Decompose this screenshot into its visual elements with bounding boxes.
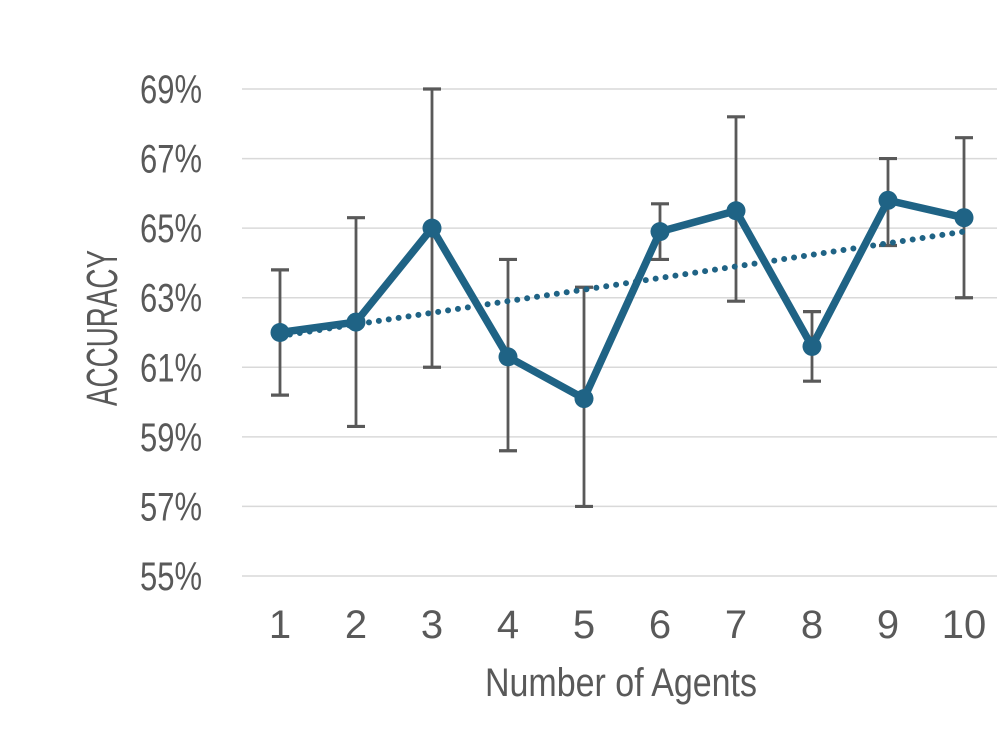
data-point	[270, 323, 290, 342]
x-tick-labels: 1 2 3 4 5 6 7 8 9 10	[269, 603, 986, 647]
y-tick-label: 69%	[140, 68, 202, 112]
x-tick-label: 7	[725, 603, 747, 647]
accuracy-vs-agents-chart: 69% 67% 65% 63% 61% 59% 57% 55% 1 2 3 4 5 6 7 8 9 10 Numbe…	[40, 16, 997, 730]
x-tick-label: 8	[801, 603, 823, 647]
data-point	[346, 312, 366, 332]
x-tick-label: 6	[649, 603, 671, 647]
data-point	[878, 190, 898, 210]
y-tick-labels: 69% 67% 65% 63% 61% 59% 57% 55%	[140, 68, 202, 599]
y-tick-label: 67%	[140, 138, 202, 182]
y-tick-label: 63%	[140, 277, 202, 321]
x-tick-label: 9	[877, 603, 899, 647]
x-tick-label: 5	[573, 603, 595, 647]
x-tick-label: 3	[421, 603, 443, 647]
y-tick-label: 65%	[140, 207, 202, 251]
x-tick-label: 1	[269, 603, 291, 647]
y-tick-label: 55%	[140, 555, 202, 599]
data-point	[498, 347, 518, 367]
data-point	[802, 336, 822, 356]
data-points	[270, 190, 974, 409]
x-axis-title: Number of Agents	[485, 661, 757, 705]
data-point	[574, 389, 594, 409]
data-line	[276, 196, 968, 403]
y-axis-title: ACCURACY	[78, 250, 127, 406]
x-tick-label: 10	[942, 603, 987, 647]
chart-canvas: 69% 67% 65% 63% 61% 59% 57% 55% 1 2 3 4 5 6 7 8 9 10 Numbe…	[78, 68, 997, 705]
data-point	[954, 208, 974, 228]
x-tick-label: 2	[345, 603, 367, 647]
x-tick-label: 4	[497, 603, 519, 647]
data-point	[422, 218, 442, 238]
y-gridlines	[242, 88, 997, 577]
data-point	[650, 222, 670, 242]
y-tick-label: 61%	[140, 346, 202, 390]
y-tick-label: 59%	[140, 416, 202, 460]
data-point	[726, 201, 746, 221]
y-tick-label: 57%	[140, 485, 202, 529]
